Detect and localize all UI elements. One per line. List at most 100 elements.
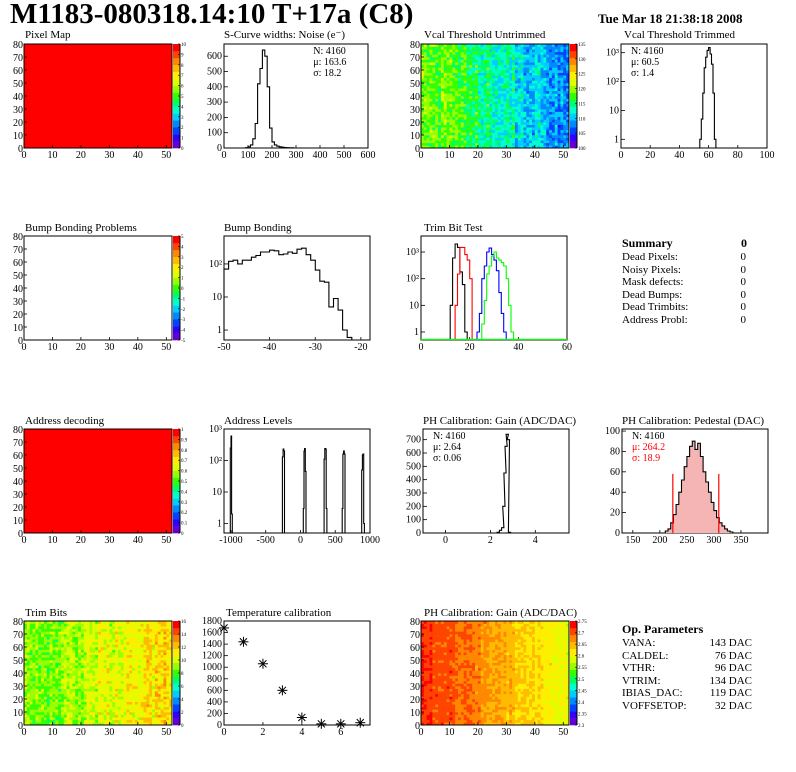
heatmap-cell (520, 75, 524, 79)
heatmap-cell (537, 62, 541, 66)
heatmap-cell (566, 54, 570, 58)
heatmap-cell (432, 93, 436, 97)
heatmap-cell (166, 680, 170, 684)
heatmap-cell (540, 98, 544, 102)
heatmap-cell (475, 116, 479, 120)
histogram-bar (311, 260, 316, 340)
heatmap-cell (421, 699, 425, 702)
heatmap-cell (429, 124, 433, 128)
heatmap-cell (83, 701, 87, 705)
heatmap-cell (49, 641, 53, 645)
heatmap-cell (132, 631, 136, 635)
heatmap-cell (495, 80, 499, 84)
heatmap-cell (455, 54, 459, 58)
heatmap-cell (72, 680, 76, 684)
heatmap-cell (517, 80, 521, 84)
heatmap-cell (432, 85, 436, 89)
heatmap-cell (117, 688, 122, 692)
heatmap-cell (103, 662, 107, 666)
heatmap-cell (78, 696, 82, 700)
heatmap-cell (49, 693, 53, 697)
heatmap-cell (460, 72, 464, 76)
heatmap-cell (52, 626, 56, 630)
heatmap-cell (46, 644, 50, 648)
y-tick-label: 20 (13, 310, 23, 321)
heatmap-cell (106, 675, 110, 679)
heatmap-cell (117, 649, 122, 653)
heatmap-cell (514, 106, 519, 110)
colorbar-segment (173, 106, 180, 114)
heatmap-cell (438, 127, 442, 131)
heatmap-cell (466, 51, 470, 55)
heatmap-cell (495, 98, 499, 102)
heatmap-cell (486, 129, 490, 133)
heatmap-cell (92, 704, 96, 708)
heatmap-cell (132, 701, 136, 705)
heatmap-cell (41, 667, 45, 671)
histogram-bar (315, 270, 320, 340)
heatmap-cell (438, 124, 442, 128)
heatmap-cell (421, 64, 425, 68)
heatmap-cell (506, 103, 510, 107)
heatmap-cell (24, 706, 28, 710)
heatmap-cell (566, 116, 570, 120)
heatmap-cell (55, 678, 59, 682)
heatmap-cell (72, 649, 76, 653)
heatmap-cell (477, 90, 482, 94)
heatmap-cell (166, 704, 170, 708)
heatmap-cell (426, 137, 430, 141)
heatmap-cell (69, 693, 73, 697)
heatmap-cell (486, 111, 490, 115)
heatmap-cell (497, 116, 501, 120)
heatmap-cell (72, 639, 76, 643)
heatmap-cell (169, 678, 173, 682)
heatmap-cell (523, 49, 527, 53)
colorbar-segment (173, 627, 180, 636)
heatmap-cell (66, 673, 70, 676)
heatmap-cell (421, 701, 425, 705)
heatmap-cell (469, 49, 473, 53)
histogram-bar (251, 257, 256, 340)
heatmap-cell (506, 57, 510, 60)
colorbar-segment (173, 648, 180, 656)
heatmap-cell (129, 704, 133, 708)
heatmap-cell (140, 678, 144, 682)
heatmap-cell (551, 98, 556, 102)
heatmap-cell (483, 119, 487, 123)
heatmap-cell (132, 665, 136, 669)
heatmap-cell (563, 51, 567, 55)
heatmap-cell (566, 114, 570, 118)
heatmap-cell (495, 114, 499, 118)
heatmap-cell (61, 722, 65, 726)
y-tick-label: 400 (207, 82, 222, 93)
heatmap-cell (166, 670, 170, 674)
heatmap-cell (475, 77, 479, 81)
histogram-bar (283, 449, 284, 533)
heatmap-cell (546, 51, 550, 55)
heatmap-cell (452, 96, 456, 99)
heatmap-cell (563, 72, 567, 76)
heatmap-cell (563, 77, 567, 81)
heatmap-cell (432, 72, 436, 76)
heatmap-cell (35, 636, 39, 640)
colorbar-segment (173, 655, 180, 663)
heatmap-cell (52, 683, 56, 687)
heatmap-cell (132, 660, 136, 663)
heatmap-cell (149, 670, 153, 674)
heatmap-cell (517, 114, 521, 118)
heatmap-cell (49, 680, 53, 684)
heatmap-cell (500, 127, 504, 131)
heatmap-cell (132, 649, 136, 653)
heatmap-cell (103, 657, 107, 661)
heatmap-cell (452, 137, 456, 141)
heatmap-cell (526, 75, 530, 79)
heatmap-cell (551, 70, 556, 73)
heatmap-cell (69, 670, 73, 674)
heatmap-cell (24, 673, 28, 676)
heatmap-cell (532, 127, 536, 131)
heatmap-cell (549, 127, 553, 131)
heatmap-cell (92, 636, 96, 640)
heatmap-cell (43, 623, 48, 627)
heatmap-cell (446, 114, 450, 118)
heatmap-cell (157, 691, 161, 695)
